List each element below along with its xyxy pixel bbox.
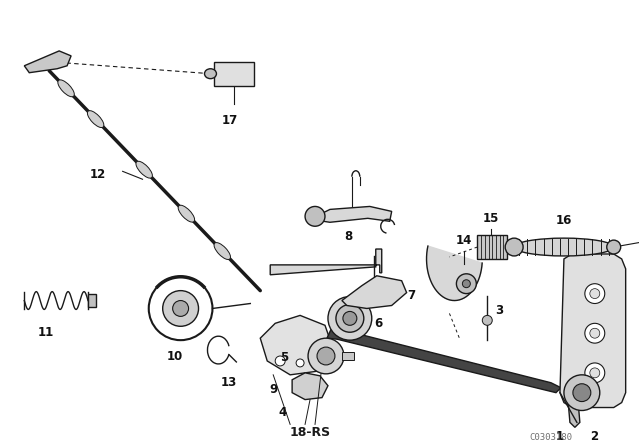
Polygon shape [270,249,381,275]
Circle shape [590,328,600,338]
Text: 10: 10 [166,350,183,363]
Circle shape [275,356,285,366]
Polygon shape [560,254,626,408]
Circle shape [462,280,470,288]
Circle shape [308,338,344,374]
FancyBboxPatch shape [214,62,254,86]
Polygon shape [310,207,392,222]
Bar [88,293,96,307]
Text: 16: 16 [556,214,572,227]
Circle shape [173,301,189,316]
Circle shape [607,240,621,254]
Circle shape [573,384,591,401]
Circle shape [585,284,605,303]
Text: 11: 11 [38,326,54,339]
Circle shape [564,375,600,410]
Ellipse shape [88,111,104,128]
Polygon shape [567,388,580,427]
Circle shape [317,347,335,365]
Text: 12: 12 [90,168,106,181]
Ellipse shape [205,69,216,79]
Text: 15: 15 [483,212,499,225]
Text: 6: 6 [374,317,382,330]
Text: C0303180: C0303180 [529,433,572,442]
Circle shape [483,315,492,325]
Circle shape [305,207,325,226]
Polygon shape [426,246,482,301]
Text: 3: 3 [495,304,504,317]
Text: 7: 7 [408,289,416,302]
Text: 18-RS: 18-RS [289,426,331,439]
Circle shape [585,323,605,343]
Circle shape [343,311,357,325]
Polygon shape [260,315,333,375]
Text: 1: 1 [556,430,564,444]
Text: 8: 8 [344,230,352,243]
Text: 17: 17 [221,114,237,127]
Ellipse shape [514,238,614,256]
Ellipse shape [58,80,74,97]
Text: 5: 5 [280,352,288,365]
Circle shape [456,274,476,293]
Circle shape [163,291,198,326]
Polygon shape [477,235,507,259]
Text: 13: 13 [220,376,237,389]
Circle shape [505,238,523,256]
Circle shape [585,363,605,383]
Polygon shape [327,327,561,392]
Circle shape [296,359,304,367]
Text: 4: 4 [278,405,286,418]
Polygon shape [342,352,354,360]
Circle shape [336,305,364,332]
Polygon shape [24,51,71,73]
Text: 9: 9 [269,383,277,396]
Circle shape [590,368,600,378]
Circle shape [328,297,372,340]
Text: 2: 2 [589,430,598,444]
Ellipse shape [178,205,195,222]
Polygon shape [342,276,406,309]
Text: 14: 14 [456,234,472,247]
Ellipse shape [214,242,230,259]
Ellipse shape [136,161,152,178]
Polygon shape [292,373,328,400]
Circle shape [590,289,600,298]
